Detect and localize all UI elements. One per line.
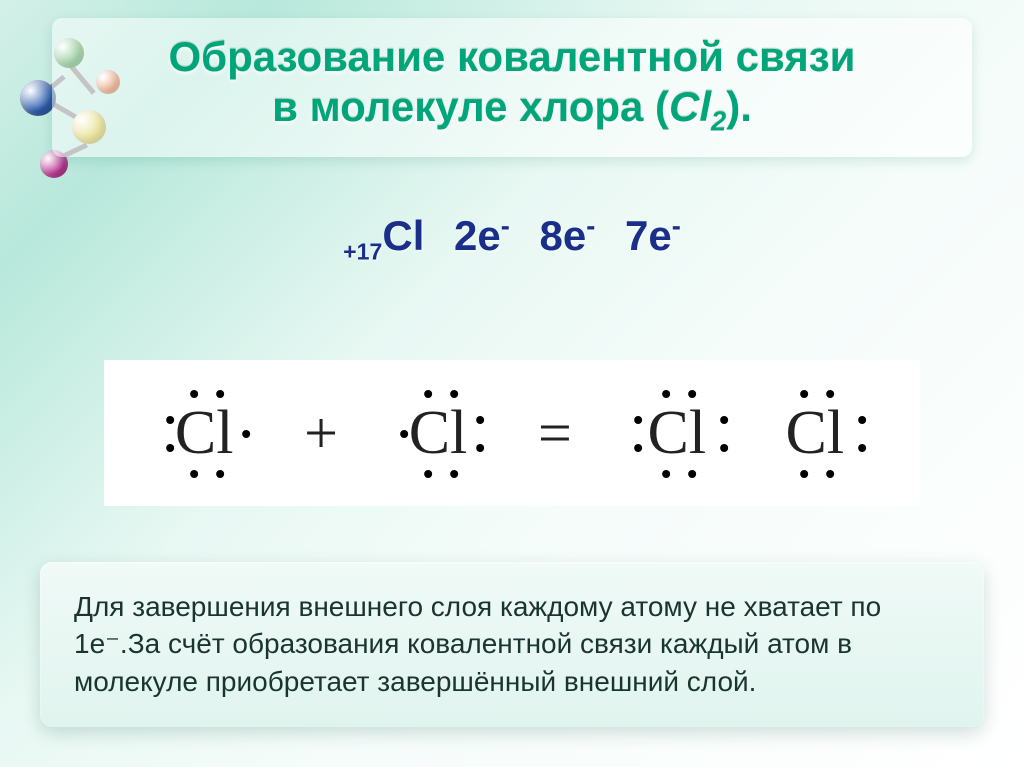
electron-dot: [688, 390, 696, 398]
electron-configuration: +17Cl 2e- 8e- 7e-: [343, 210, 681, 265]
product-atom-left: Cl: [612, 378, 742, 488]
electron-dot: [720, 444, 728, 452]
electron-dot: [634, 416, 642, 424]
electron-dot: [216, 470, 224, 478]
description-text: Для завершения внешнего слоя каждому ато…: [74, 591, 881, 698]
reactant-atom-right: Cl: [378, 378, 498, 488]
electron-dot: [242, 430, 250, 438]
electron-dot: [800, 390, 808, 398]
atom-ball: [20, 80, 56, 116]
description-panel: Для завершения внешнего слоя каждому ато…: [40, 562, 984, 727]
shell-2: 8e-: [540, 212, 596, 259]
electron-dot: [476, 416, 484, 424]
electron-dot: [476, 444, 484, 452]
electron-dot: [800, 470, 808, 478]
product-atom-right: Cl: [750, 378, 880, 488]
electron-dot: [634, 444, 642, 452]
atomic-number: +17: [343, 238, 382, 264]
electron-dot: [166, 416, 174, 424]
electron-dot: [858, 416, 866, 424]
title-line1: Образование ковалентной связи: [72, 32, 952, 82]
electron-dot: [190, 390, 198, 398]
plus-operator: +: [304, 399, 338, 468]
electron-dot: [662, 470, 670, 478]
shell-1: 2e-: [454, 212, 510, 259]
electron-dot: [858, 444, 866, 452]
lewis-structure-equation: Cl + Cl = Cl Cl: [104, 360, 920, 506]
electron-dot: [826, 470, 834, 478]
electron-dot: [190, 470, 198, 478]
title-line2: в молекуле хлора (Cl2).: [72, 82, 952, 138]
product-molecule: Cl Cl: [612, 378, 880, 488]
electron-dot: [720, 416, 728, 424]
electron-dot: [216, 390, 224, 398]
title-panel: Образование ковалентной связи в молекуле…: [52, 18, 972, 157]
electron-dot: [826, 390, 834, 398]
electron-dot: [450, 470, 458, 478]
equals-operator: =: [538, 399, 572, 468]
electron-dot: [166, 444, 174, 452]
electron-dot: [400, 430, 408, 438]
electron-dot: [424, 470, 432, 478]
electron-dot: [688, 470, 696, 478]
reactant-atom-left: Cl: [144, 378, 264, 488]
electron-dot: [424, 390, 432, 398]
shell-3: 7e-: [625, 212, 681, 259]
electron-dot: [662, 390, 670, 398]
electron-dot: [450, 390, 458, 398]
element-symbol: Cl: [382, 212, 424, 259]
